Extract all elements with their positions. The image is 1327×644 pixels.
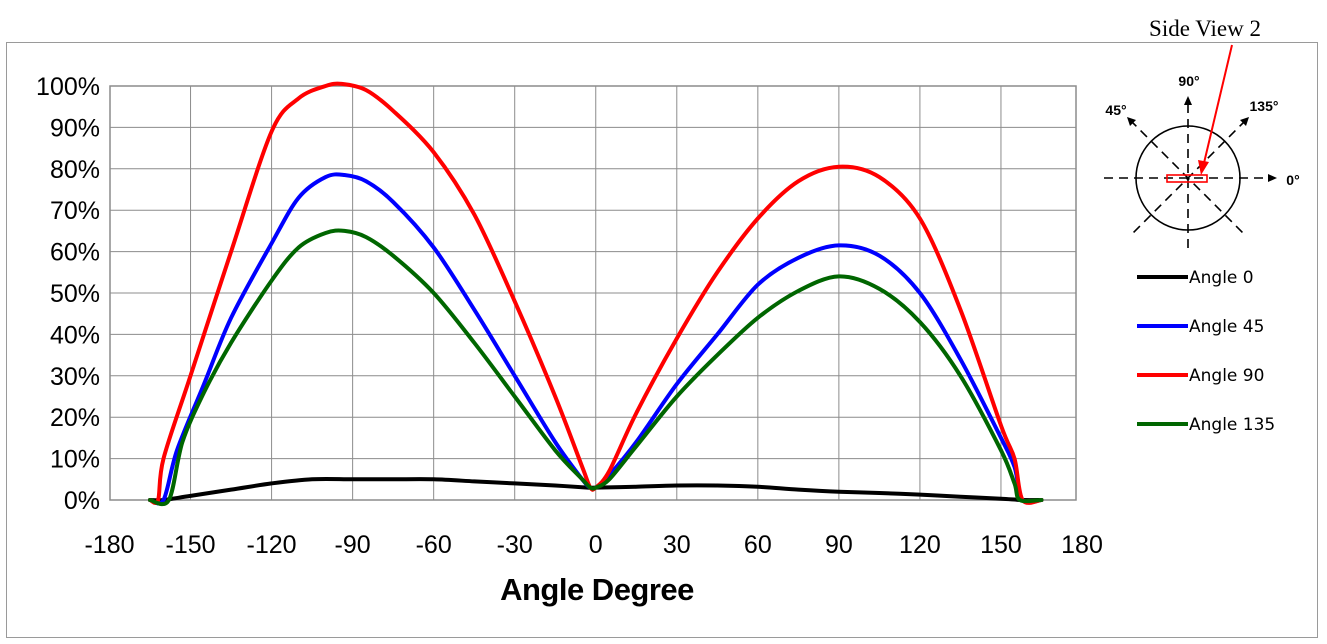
arrow-0-icon xyxy=(1268,174,1277,182)
orientation-inset: 90° 45° 135° 0° Side View 2 xyxy=(1104,16,1300,250)
x-tick-label: -150 xyxy=(166,531,216,559)
y-axis-ticks: 0% 10% 20% 30% 40% 50% 60% 70% 80% 90% 100% xyxy=(36,73,100,515)
legend-label-angle-0: Angle 0 xyxy=(1189,268,1254,288)
x-tick-label: 180 xyxy=(1061,531,1103,559)
label-45-degrees: 45° xyxy=(1105,102,1126,118)
x-tick-label: 60 xyxy=(744,531,772,559)
series-line-angle-135 xyxy=(148,228,1044,507)
x-tick-label: 0 xyxy=(589,531,603,559)
y-tick-label: 70% xyxy=(50,197,100,225)
y-tick-label: 50% xyxy=(50,280,100,308)
y-tick-label: 40% xyxy=(50,321,100,349)
legend-label-angle-45: Angle 45 xyxy=(1189,317,1264,337)
x-tick-label: 150 xyxy=(980,531,1022,559)
y-tick-label: 0% xyxy=(64,487,100,515)
x-tick-label: 120 xyxy=(899,531,941,559)
x-tick-label: 90 xyxy=(825,531,853,559)
x-tick-label: -120 xyxy=(247,531,297,559)
x-tick-label: -60 xyxy=(416,531,452,559)
x-tick-label: 30 xyxy=(663,531,691,559)
callout-arrow-head-icon xyxy=(1198,160,1209,175)
y-tick-label: 30% xyxy=(50,363,100,391)
x-axis-title: Angle Degree xyxy=(500,572,694,607)
callout-arrow-line xyxy=(1203,44,1233,164)
arrow-135-icon xyxy=(1240,117,1249,126)
series-line-angle-90 xyxy=(148,81,1044,505)
y-tick-label: 90% xyxy=(50,114,100,142)
x-tick-label: -180 xyxy=(84,531,134,559)
x-tick-label: -90 xyxy=(335,531,371,559)
legend: Angle 0 Angle 45 Angle 90 Angle 135 xyxy=(1137,268,1275,435)
x-tick-label: -30 xyxy=(497,531,533,559)
y-tick-label: 10% xyxy=(50,446,100,474)
label-135-degrees: 135° xyxy=(1250,98,1279,114)
y-tick-label: 20% xyxy=(50,404,100,432)
axis-135-dashed-line xyxy=(1129,119,1247,237)
series-group xyxy=(148,81,1044,507)
arrow-90-icon xyxy=(1184,96,1192,105)
label-0-degrees: 0° xyxy=(1286,172,1299,188)
y-tick-label: 80% xyxy=(50,156,100,184)
callout-side-view-2: Side View 2 xyxy=(1149,16,1261,41)
device-side-view-icon xyxy=(1166,174,1208,183)
y-tick-label: 100% xyxy=(36,73,100,101)
label-90-degrees: 90° xyxy=(1178,73,1199,89)
arrow-45-icon xyxy=(1127,117,1136,126)
legend-label-angle-90: Angle 90 xyxy=(1189,366,1264,386)
x-axis-ticks: -180 -150 -120 -90 -60 -30 0 30 60 90 120 150 180 xyxy=(84,531,1102,559)
chart-frame xyxy=(6,42,1318,638)
legend-label-angle-135: Angle 135 xyxy=(1189,415,1275,435)
y-tick-label: 60% xyxy=(50,239,100,267)
